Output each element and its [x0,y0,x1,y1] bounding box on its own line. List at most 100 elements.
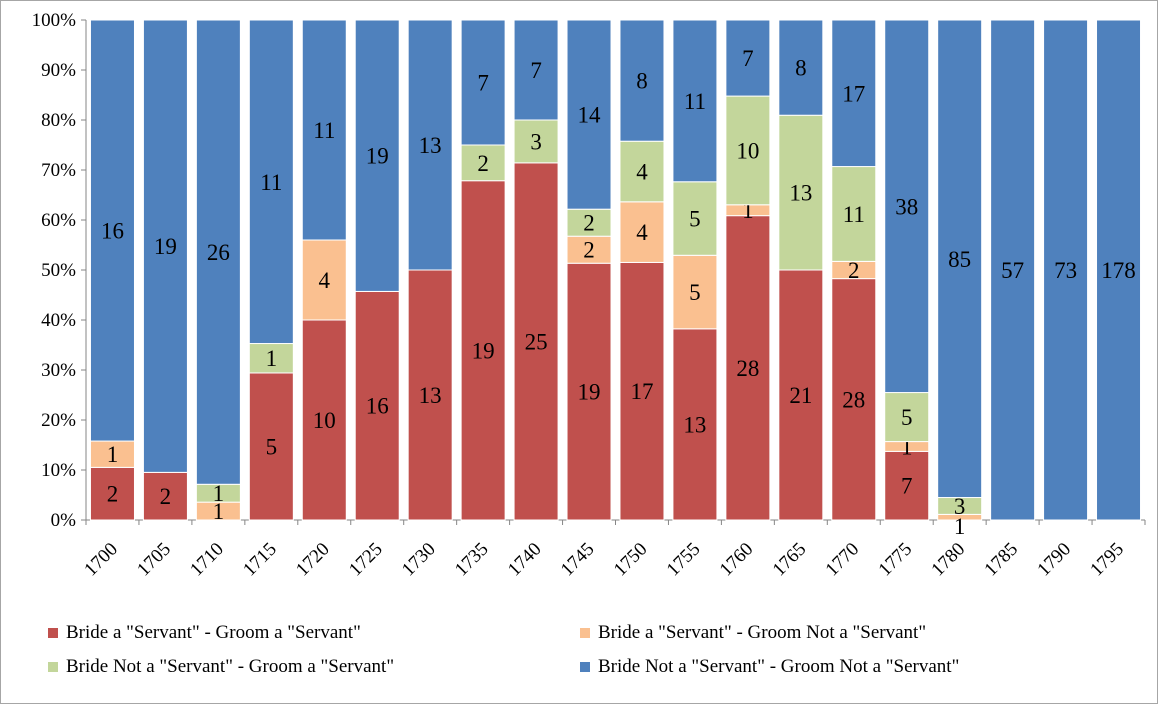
bar-segment [354,290,400,521]
data-label: 38 [895,194,918,219]
bar-segment [566,235,612,264]
legend-swatch-2 [580,628,590,638]
bar-group-1745: 19 22 14 [566,19,612,521]
bar-segment [778,19,824,116]
bar-segment [566,262,612,521]
bar-segment [672,181,718,256]
data-label: 13 [683,412,706,437]
bar-segment [884,19,930,394]
data-label: 73 [1054,258,1077,283]
data-label: 17 [842,81,865,106]
bar-group-1710: 11 26 [195,19,241,524]
bar-segment [884,392,930,443]
x-tick-label: 1760 [716,539,758,581]
data-label: 21 [789,383,812,408]
data-label: 17 [630,379,653,404]
bar-segment [460,19,506,146]
bar-segment [301,319,347,521]
data-label: 25 [525,329,548,354]
data-label: 19 [366,144,389,169]
bar-segment [778,114,824,271]
bar-group-1755: 13 5 5 11 [672,19,718,521]
bar-group-1790: 73 [1043,19,1089,521]
bar-segment [301,239,347,321]
data-label: 28 [842,387,865,412]
bar-group-1760: 28 1 10 7 [725,19,771,521]
bar-segment [248,19,294,345]
data-label: 3 [954,494,966,519]
x-tick-label: 1750 [610,539,652,581]
bar-segment [301,19,347,241]
x-tick-label: 1720 [292,539,334,581]
data-label: 2 [583,211,595,236]
bar-group-1795: 178 [1096,19,1142,521]
y-tick-label: 80% [41,110,76,131]
bar-group-1720: 10 4 11 [301,19,347,521]
bar-segment [725,19,771,97]
bar-segment [354,19,400,292]
x-tick-label: 1795 [1086,539,1128,581]
data-label: 5 [901,405,913,430]
bar-segment [89,466,135,521]
data-label: 178 [1101,258,1136,283]
data-label: 4 [636,160,648,185]
data-label: 5 [266,434,278,459]
bar-segment [1043,19,1089,521]
x-tick-label: 1735 [451,539,493,581]
y-tick-label: 90% [41,60,76,81]
y-tick-label: 30% [41,360,76,381]
bar-segment [990,19,1036,521]
bar-segment [725,95,771,206]
bar-segment [619,201,665,263]
legend-item-2: Bride a "Servant" - Groom Not a "Servant… [580,622,926,644]
data-label: 8 [795,56,807,81]
data-label: 2 [160,484,172,509]
legend-swatch-3 [48,662,58,672]
bar-segment [725,215,771,521]
data-label: 3 [530,129,542,154]
y-tick-label: 100% [32,10,77,31]
y-tick-label: 10% [41,460,76,481]
bar-segment [778,269,824,521]
data-label: 1 [213,499,225,524]
data-label: 5 [689,280,701,305]
bar-segment [619,19,665,142]
bar-segment [619,140,665,203]
bar-group-1785: 57 [990,19,1036,521]
x-tick-label: 1715 [239,539,281,581]
bar-group-1740: 25 3 7 [513,19,559,521]
x-tick-label: 1770 [822,539,864,581]
bar-group-1730: 13 13 [407,19,453,521]
y-tick-label: 70% [41,160,76,181]
data-label: 7 [477,71,489,96]
data-label: 14 [578,103,602,128]
data-label: 7 [901,474,913,499]
bar-segment [513,119,559,164]
bar-group-1770: 28 2 11 17 [831,19,877,521]
y-tick-label: 40% [41,310,76,331]
data-label: 1 [266,346,278,371]
data-label: 13 [419,383,442,408]
data-label: 2 [107,482,119,507]
legend-label-1: Bride a "Servant" - Groom a "Servant" [66,622,361,643]
bar-segment [937,19,983,499]
data-label: 57 [1001,258,1024,283]
data-label: 10 [736,138,759,163]
bar-segment [248,343,294,374]
legend: Bride a "Servant" - Groom a "Servant" Br… [48,612,1148,692]
x-tick-label: 1780 [927,539,969,581]
x-tick-label: 1775 [875,539,917,581]
legend-item-3: Bride Not a "Servant" - Groom a "Servant… [48,656,394,678]
data-label: 4 [636,220,648,245]
legend-label-3: Bride Not a "Servant" - Groom a "Servant… [66,656,395,677]
x-tick-label: 1730 [398,539,440,581]
y-tick-label: 60% [41,210,76,231]
bar-segment [566,19,612,210]
bar-segment [513,162,559,521]
x-tick-label: 1765 [769,539,811,581]
data-label: 16 [366,394,389,419]
bar-segment [407,269,453,521]
